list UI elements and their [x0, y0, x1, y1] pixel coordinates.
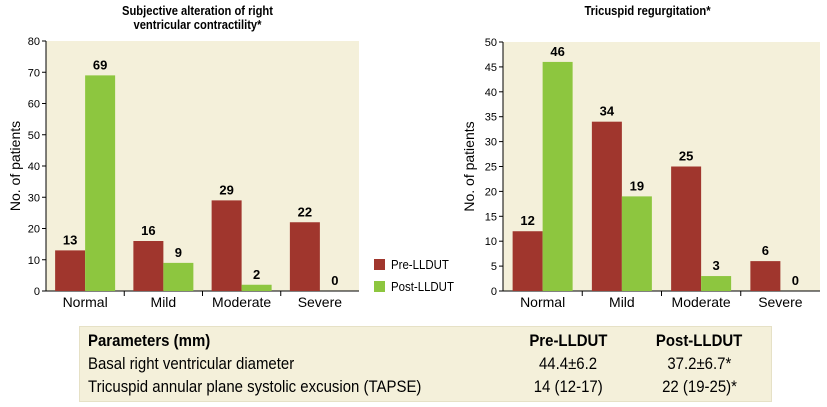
chart1-title-line2: ventricular contractility* — [133, 17, 262, 32]
y-axis-label: No. of patients — [461, 121, 477, 211]
y-tick-label: 20 — [485, 186, 497, 198]
data-label: 2 — [253, 267, 260, 282]
table-cell-parameter: Tricuspid annular plane systolic excusio… — [88, 376, 422, 396]
data-label: 3 — [713, 258, 720, 273]
x-tick-label: Normal — [520, 294, 565, 310]
legend-item-pre: Pre-LLDUT — [374, 257, 457, 273]
y-tick-label: 80 — [28, 36, 40, 48]
table-header-row: Parameters (mm) Pre-LLDUT Post-LLDUT — [80, 329, 771, 352]
data-label: 29 — [219, 182, 233, 197]
table-cell-pre: 44.4±6.2 — [538, 353, 598, 373]
legend-swatch-pre — [374, 259, 385, 270]
y-tick-label: 45 — [485, 62, 497, 74]
bar-post — [621, 196, 652, 291]
legend-item-post: Post-LLDUT — [374, 279, 463, 295]
parameters-table: Parameters (mm) Pre-LLDUT Post-LLDUT Bas… — [79, 326, 772, 402]
table-row: Basal right ventricular diameter 44.4±6.… — [80, 352, 771, 375]
data-label: 25 — [679, 149, 693, 164]
bar-pre — [591, 121, 622, 292]
y-tick-label: 50 — [485, 37, 497, 49]
chart1-title-line1: Subjective alteration of right — [122, 3, 273, 18]
bar-pre — [289, 222, 320, 291]
y-tick-label: 5 — [491, 261, 497, 273]
legend-label-post: Post-LLDUT — [391, 279, 454, 294]
chart2-title: Tricuspid regurgitation* — [584, 3, 711, 18]
y-axis-label: No. of patients — [7, 121, 23, 211]
y-tick-label: 10 — [485, 236, 497, 248]
x-tick-label: Mild — [609, 294, 635, 310]
data-label: 0 — [331, 273, 338, 288]
y-tick-label: 60 — [28, 99, 40, 111]
legend-label-pre: Pre-LLDUT — [391, 257, 449, 272]
data-label: 46 — [550, 44, 564, 59]
y-tick-label: 0 — [34, 286, 40, 298]
data-label: 6 — [762, 243, 769, 258]
bar-post — [701, 276, 732, 291]
y-tick-label: 40 — [485, 87, 497, 99]
y-tick-label: 15 — [485, 211, 497, 223]
data-label: 9 — [175, 245, 182, 260]
data-label: 12 — [520, 213, 534, 228]
y-tick-label: 50 — [28, 130, 40, 142]
bar-pre — [750, 261, 781, 291]
table-cell-parameter: Basal right ventricular diameter — [88, 353, 295, 373]
bar-pre — [512, 231, 543, 291]
data-label: 19 — [630, 178, 644, 193]
y-tick-label: 70 — [28, 67, 40, 79]
data-label: 34 — [600, 104, 615, 119]
table-header-pre: Pre-LLDUT — [528, 330, 608, 350]
bar-post — [542, 61, 573, 291]
table-cell-pre: 14 (12-17) — [533, 376, 603, 396]
bar-post — [163, 262, 194, 291]
bar-pre — [55, 250, 86, 291]
y-tick-label: 10 — [28, 255, 40, 267]
data-label: 16 — [141, 223, 155, 238]
y-tick-label: 20 — [28, 224, 40, 236]
x-tick-label: Severe — [298, 294, 343, 310]
y-tick-label: 40 — [28, 161, 40, 173]
x-tick-label: Moderate — [212, 294, 271, 310]
x-tick-label: Normal — [63, 294, 108, 310]
y-tick-label: 35 — [485, 112, 497, 124]
data-label: 13 — [63, 232, 77, 247]
y-tick-label: 30 — [28, 192, 40, 204]
y-tick-label: 0 — [491, 286, 497, 298]
chart1-title: Subjective alteration of right ventricul… — [62, 4, 333, 32]
data-label: 0 — [792, 273, 799, 288]
bar-pre — [671, 166, 702, 291]
bar-post — [85, 75, 116, 291]
bar-post — [241, 284, 272, 291]
table-header-parameter: Parameters (mm) — [88, 330, 211, 350]
y-tick-label: 30 — [485, 137, 497, 149]
data-label: 69 — [93, 57, 107, 72]
x-tick-label: Severe — [758, 294, 803, 310]
bar-pre — [211, 200, 242, 291]
x-tick-label: Moderate — [672, 294, 731, 310]
table-header-post: Post-LLDUT — [656, 330, 743, 350]
y-tick-label: 25 — [485, 162, 497, 174]
table-cell-post: 22 (19-25)* — [662, 376, 737, 396]
bar-pre — [133, 241, 164, 291]
x-tick-label: Mild — [151, 294, 177, 310]
table-row: Tricuspid annular plane systolic excusio… — [80, 375, 771, 398]
legend-swatch-post — [374, 281, 385, 292]
data-label: 22 — [298, 204, 312, 219]
table-cell-post: 37.2±6.7* — [667, 353, 732, 373]
